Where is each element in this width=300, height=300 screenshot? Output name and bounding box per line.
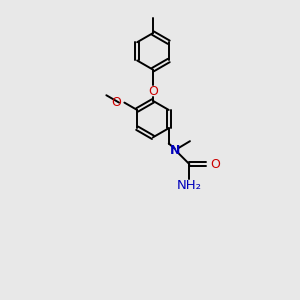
Text: O: O: [148, 85, 158, 98]
Text: N: N: [169, 143, 180, 157]
Text: O: O: [111, 96, 121, 109]
Text: O: O: [210, 158, 220, 171]
Text: NH₂: NH₂: [177, 179, 202, 192]
